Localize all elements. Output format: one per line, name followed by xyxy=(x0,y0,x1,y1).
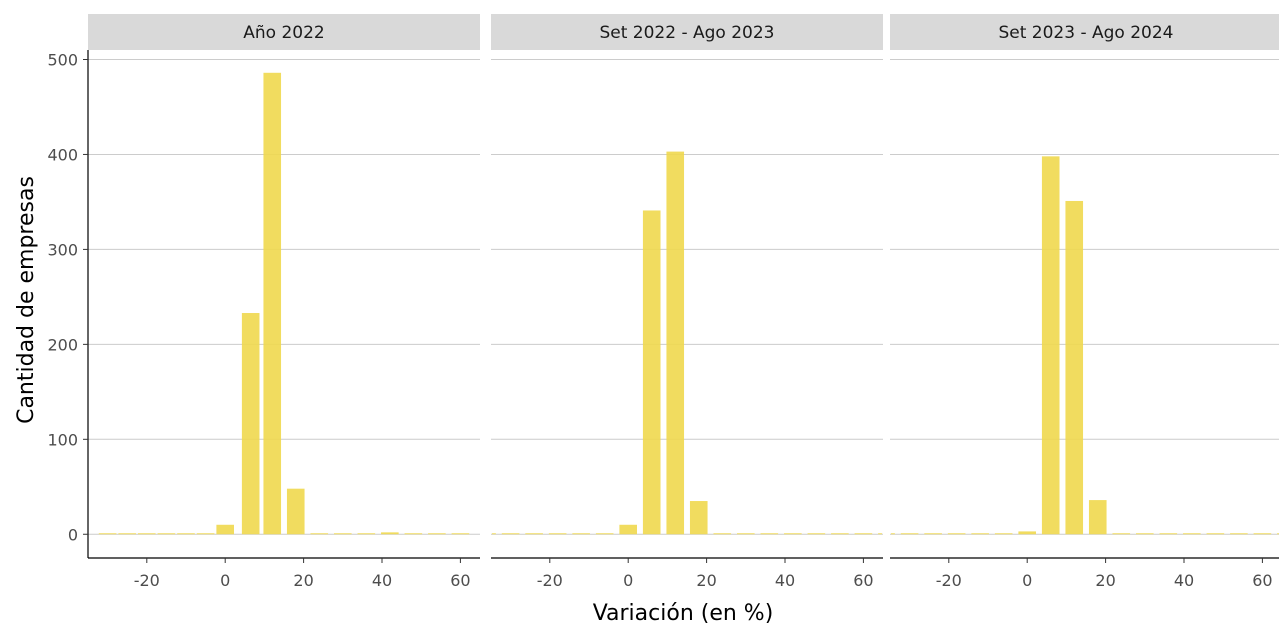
histogram-bar xyxy=(572,533,590,535)
panel-1: Año 2022 -20 0 20 40 60 xyxy=(88,14,480,590)
histogram-bar xyxy=(428,533,446,535)
x-tick-label: -20 xyxy=(936,571,962,590)
histogram-bar xyxy=(157,533,176,535)
histogram-bar xyxy=(525,533,543,535)
x-tick-label: 60 xyxy=(853,571,873,590)
y-axis-title: Cantidad de empresas xyxy=(14,176,39,424)
histogram-bar xyxy=(501,533,520,535)
x-tick-label: 40 xyxy=(372,571,392,590)
histogram-bar xyxy=(1018,531,1036,535)
histogram-bar xyxy=(891,533,895,535)
histogram-bar xyxy=(1065,200,1084,535)
histogram-bar xyxy=(492,533,496,535)
histogram-bar xyxy=(98,533,117,535)
histogram-bar xyxy=(357,533,376,535)
histogram-bar xyxy=(900,533,919,535)
histogram-bar xyxy=(760,533,779,535)
histogram-bar xyxy=(689,501,708,535)
x-tick-label: 0 xyxy=(220,571,230,590)
x-axis-title: Variación (en %) xyxy=(593,601,774,626)
histogram-bar xyxy=(642,210,661,535)
histogram-bar xyxy=(177,533,195,535)
histogram-bar xyxy=(666,151,685,535)
histogram-bar xyxy=(924,533,942,535)
histogram-bar xyxy=(196,533,215,535)
histogram-bar xyxy=(216,524,234,535)
histogram-bar xyxy=(807,533,826,535)
y-tick-label: 200 xyxy=(47,335,78,354)
histogram-bar xyxy=(737,533,755,535)
panels: Año 2022 -20 0 20 40 60 Set 2022 - Ago 2023 -20… xyxy=(88,14,1279,590)
histogram-bar xyxy=(1206,533,1225,535)
x-tick-label: 20 xyxy=(293,571,313,590)
panel-strip xyxy=(491,14,883,50)
histogram-bar xyxy=(310,533,329,535)
histogram-bar xyxy=(334,533,352,535)
x-tick-label: 20 xyxy=(696,571,716,590)
histogram-bar xyxy=(619,524,637,535)
panel-title: Año 2022 xyxy=(243,23,324,43)
histogram-bar xyxy=(548,533,567,535)
histogram-bar xyxy=(1159,533,1178,535)
histogram-bar xyxy=(784,533,802,535)
histogram-bar xyxy=(713,533,732,535)
histogram-bar xyxy=(138,533,156,535)
histogram-bar xyxy=(947,533,966,535)
histogram-bar xyxy=(878,533,882,535)
histogram-bar xyxy=(451,533,470,535)
histogram-bar xyxy=(971,533,989,535)
histogram-bar xyxy=(1230,533,1248,535)
panel-2: Set 2022 - Ago 2023 -20 0 20 40 60 xyxy=(491,14,883,590)
histogram-bar xyxy=(994,533,1013,535)
x-tick-label: 60 xyxy=(1252,571,1272,590)
histogram-bar xyxy=(286,488,305,535)
x-tick-label: 0 xyxy=(623,571,633,590)
y-tick-label: 100 xyxy=(47,430,78,449)
histogram-bar xyxy=(118,533,136,535)
histogram-bar xyxy=(381,532,399,535)
x-tick-label: 20 xyxy=(1095,571,1115,590)
x-tick-label: 40 xyxy=(775,571,795,590)
histogram-bar xyxy=(1136,533,1154,535)
panel-strip xyxy=(890,14,1279,50)
panel-3: Set 2023 - Ago 2024 -20 0 20 40 60 xyxy=(890,14,1279,590)
y-tick-label: 400 xyxy=(47,145,78,164)
histogram-bar xyxy=(1277,533,1279,535)
x-tick-label: 40 xyxy=(1174,571,1194,590)
x-tick-label: -20 xyxy=(537,571,563,590)
y-tick-label: 500 xyxy=(47,50,78,69)
panel-title: Set 2023 - Ago 2024 xyxy=(998,23,1173,43)
panel-strip xyxy=(88,14,480,50)
panel-title: Set 2022 - Ago 2023 xyxy=(599,23,774,43)
histogram-bar xyxy=(1041,156,1060,535)
histogram-bar xyxy=(1183,533,1201,535)
histogram-bar xyxy=(595,533,614,535)
histogram-bar xyxy=(831,533,849,535)
histogram-bar xyxy=(854,533,873,535)
histogram-bar xyxy=(1253,533,1272,535)
histogram-bar xyxy=(1088,500,1107,535)
y-tick-label: 0 xyxy=(68,525,78,544)
axes: 0 100 200 300 400 500 xyxy=(47,50,89,558)
x-tick-label: 0 xyxy=(1022,571,1032,590)
x-tick-label: -20 xyxy=(134,571,160,590)
histogram-bar xyxy=(1112,533,1131,535)
y-tick-label: 300 xyxy=(47,240,78,259)
histogram-bar xyxy=(241,313,260,535)
x-tick-label: 60 xyxy=(450,571,470,590)
histogram-bar xyxy=(263,72,282,535)
histogram-bar xyxy=(404,533,423,535)
